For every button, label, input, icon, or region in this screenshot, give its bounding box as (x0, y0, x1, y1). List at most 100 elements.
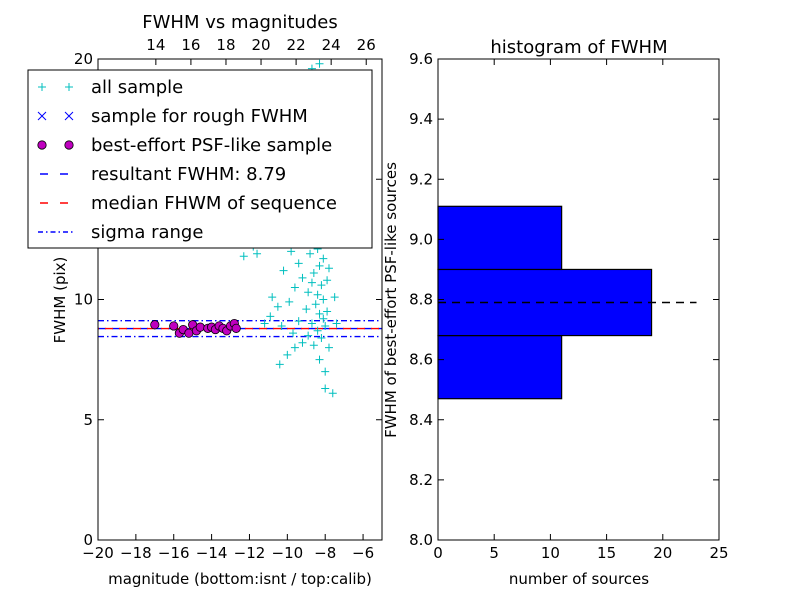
right-ytick-label: 8.6 (409, 351, 433, 369)
all-sample-point (287, 247, 296, 256)
left-xtick-label: −12 (234, 544, 266, 562)
left-ytick-label: 0 (83, 531, 93, 549)
all-sample-point (319, 254, 328, 263)
left-xtick-label: −6 (352, 544, 374, 562)
all-sample-point (311, 300, 320, 309)
psf-sample-point (184, 328, 194, 338)
legend-item: resultant FWHM: 8.79 (38, 164, 286, 185)
psf-sample-point (195, 322, 205, 332)
all-sample-point (315, 309, 324, 318)
left-xtick-label: −16 (158, 544, 190, 562)
all-sample-point (304, 331, 313, 340)
right-xtick-label: 0 (433, 544, 443, 562)
legend-label: all sample (91, 77, 183, 98)
all-sample-point (315, 261, 324, 270)
all-sample-point (324, 343, 333, 352)
legend-label: median FHWM of sequence (91, 193, 337, 214)
right-ylabel: FWHM of best-effort PSF-like sources (382, 162, 400, 438)
left-top-xtick-label: 22 (287, 36, 306, 54)
right-xtick-label: 25 (709, 544, 728, 562)
left-ylabel: FWHM (pix) (51, 257, 69, 344)
all-sample-point (279, 266, 288, 275)
fwhm-vs-magnitude-plot: 05101520−20−18−16−14−12−10−8−61416182022… (27, 12, 383, 588)
left-top-xtick-label: 18 (216, 36, 235, 54)
all-sample-point (309, 341, 318, 350)
right-ytick-label: 8.2 (409, 471, 433, 489)
right-ytick-label: 9.2 (409, 170, 433, 188)
psf-sample-point (169, 321, 179, 331)
legend-x-marker (37, 111, 47, 121)
all-sample-point (323, 276, 332, 285)
all-sample-point (321, 384, 330, 393)
legend-plus-marker (65, 83, 73, 91)
legend-label: resultant FWHM: 8.79 (91, 164, 286, 185)
left-plot-title: FWHM vs magnitudes (142, 12, 337, 33)
legend-item: sample for rough FWHM (37, 106, 308, 127)
right-xlabel: number of sources (509, 570, 649, 588)
legend-x-marker (64, 111, 74, 121)
right-ytick-label: 9.6 (409, 50, 433, 68)
legend-item: median FHWM of sequence (38, 193, 337, 214)
psf-sample-point (231, 323, 241, 333)
all-sample-point (319, 314, 328, 323)
all-sample-point (319, 295, 328, 304)
all-sample-point (260, 319, 269, 328)
all-sample-point (275, 360, 284, 369)
all-sample-point (315, 355, 324, 364)
left-xtick-label: −18 (120, 544, 152, 562)
right-plot-title: histogram of FWHM (490, 37, 667, 58)
all-sample-point (268, 293, 277, 302)
left-top-xtick-label: 14 (146, 36, 165, 54)
all-sample-point (298, 338, 307, 347)
left-top-xtick-label: 16 (181, 36, 200, 54)
right-ytick-label: 8.4 (409, 411, 433, 429)
all-sample-point (285, 297, 294, 306)
left-ytick-label: 20 (74, 50, 93, 68)
left-top-xtick-label: 20 (251, 36, 270, 54)
right-xtick-label: 10 (541, 544, 560, 562)
all-sample-point (302, 305, 311, 314)
right-ytick-label: 8.0 (409, 531, 433, 549)
all-sample-point (317, 333, 326, 342)
legend-plus-marker (38, 83, 46, 91)
all-sample-point (239, 252, 248, 261)
left-top-xtick-label: 24 (322, 36, 341, 54)
left-xtick-label: −8 (314, 544, 336, 562)
legend-circle-marker (64, 140, 74, 150)
all-sample-point (289, 329, 298, 338)
all-sample-point (313, 326, 322, 335)
all-sample-point (273, 302, 282, 311)
all-sample-point (283, 350, 292, 359)
left-xtick-label: −20 (82, 544, 114, 562)
legend-label: sigma range (91, 222, 203, 243)
all-sample-point (277, 321, 286, 330)
all-sample-point (307, 319, 316, 328)
legend-item: all sample (38, 77, 183, 98)
left-xlabel: magnitude (bottom:isnt / top:calib) (108, 570, 372, 588)
all-sample-point (313, 290, 322, 299)
all-sample-point (328, 389, 337, 398)
left-top-xtick-label: 26 (357, 36, 376, 54)
right-ytick-label: 8.8 (409, 291, 433, 309)
right-ytick-label: 9.4 (409, 110, 433, 128)
all-sample-point (309, 269, 318, 278)
all-sample-point (298, 273, 307, 282)
left-xtick-label: −14 (196, 544, 228, 562)
fwhm-histogram-plot: 8.0 8.2 8.4 8.6 8.8 9.0 9.2 9.4 9.6 0 5 10 15 20 25 hi… (382, 37, 729, 588)
all-sample-point (321, 321, 330, 330)
all-sample-point (315, 59, 324, 68)
legend-circle-marker (37, 140, 47, 150)
legend-box (27, 69, 373, 249)
histogram-bar (437, 205, 563, 271)
right-xtick-label: 5 (489, 544, 499, 562)
all-sample-point (290, 343, 299, 352)
legend-label: sample for rough FWHM (91, 106, 308, 127)
all-sample-point (290, 283, 299, 292)
right-ytick-label: 9.0 (409, 230, 433, 248)
left-ytick-label: 10 (74, 291, 93, 309)
psf-sample-point (150, 320, 160, 330)
legend-label: best-effort PSF-like sample (91, 135, 332, 156)
all-sample-point (330, 293, 339, 302)
all-sample-point (321, 367, 330, 376)
